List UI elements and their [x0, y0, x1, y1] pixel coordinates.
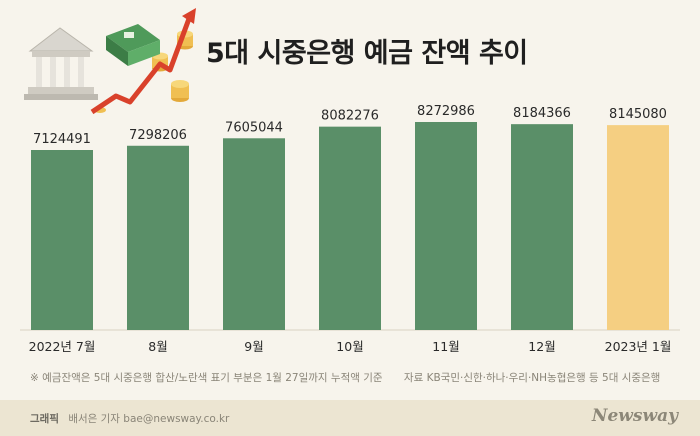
bar-chart: 7124491 2022년 7월 7298206 8월 7605044 9월 8082276… [20, 104, 680, 354]
footer-bar: 그래픽 배서은 기자 bae@newsway.co.kr Newsway [0, 400, 700, 436]
bar-4 [415, 122, 477, 330]
data-label-0: 7124491 [33, 132, 91, 147]
x-tick-label-4: 11월 [432, 339, 459, 354]
bar-5 [511, 124, 573, 331]
x-tick-label-1: 8월 [148, 339, 167, 354]
data-label-2: 7605044 [225, 120, 283, 135]
bar-3 [319, 126, 381, 330]
chart-title: 5대 시중은행 예금 잔액 추이 [206, 38, 528, 69]
credit-text: 배서은 기자 bae@newsway.co.kr [68, 413, 230, 425]
footnote: ※ 예금잔액은 5대 시중은행 합산/노란색 표기 부분은 1월 27일까지 누… [30, 370, 678, 385]
bar-6 [607, 125, 669, 330]
bank-building-icon [24, 27, 98, 100]
bar-1 [127, 145, 189, 330]
credit-label: 그래픽 [30, 413, 59, 425]
money-stack-icon [106, 24, 160, 66]
data-label-1: 7298206 [129, 128, 187, 143]
x-tick-label-6: 2023년 1월 [605, 339, 672, 354]
credit: 그래픽 배서은 기자 bae@newsway.co.kr [30, 411, 229, 426]
x-tick-label-5: 12월 [528, 339, 555, 354]
bar-0 [31, 150, 93, 330]
header-illustration [24, 8, 196, 115]
bar-2 [223, 138, 285, 330]
brand-logo: Newsway [591, 406, 678, 426]
trend-arrow-icon [90, 8, 196, 115]
data-label-6: 8145080 [609, 107, 667, 122]
x-tick-label-2: 9월 [244, 339, 263, 354]
footnote-text: ※ 예금잔액은 5대 시중은행 합산/노란색 표기 부분은 1월 27일까지 누… [30, 372, 383, 384]
data-label-3: 8082276 [321, 109, 379, 124]
source-text: 자료 KB국민·신한·하나·우리·NH농협은행 등 5대 시중은행 [403, 372, 661, 384]
x-tick-label-0: 2022년 7월 [29, 339, 96, 354]
data-label-4: 8272986 [417, 104, 475, 119]
x-tick-label-3: 10월 [336, 339, 363, 354]
data-label-5: 8184366 [513, 106, 571, 121]
